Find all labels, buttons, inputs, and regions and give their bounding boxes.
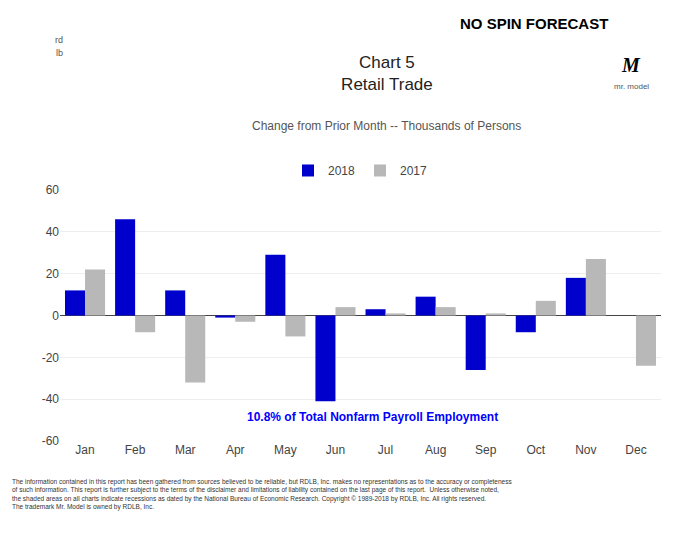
svg-text:May: May bbox=[274, 443, 297, 457]
svg-text:Dec: Dec bbox=[625, 443, 646, 457]
svg-text:Jul: Jul bbox=[378, 443, 393, 457]
svg-text:10.8% of Total Nonfarm Payroll: 10.8% of Total Nonfarm Payroll Employmen… bbox=[247, 410, 498, 424]
svg-text:Nov: Nov bbox=[575, 443, 596, 457]
svg-text:Oct: Oct bbox=[526, 443, 545, 457]
svg-text:Change from Prior Month -- Tho: Change from Prior Month -- Thousands of … bbox=[252, 119, 521, 133]
svg-text:Apr: Apr bbox=[226, 443, 245, 457]
svg-text:M: M bbox=[621, 54, 641, 76]
svg-text:-40: -40 bbox=[42, 392, 60, 406]
svg-text:mr. model: mr. model bbox=[614, 82, 649, 91]
svg-text:The information contained in t: The information contained in this report… bbox=[12, 478, 512, 511]
svg-text:lb: lb bbox=[56, 48, 63, 58]
svg-text:NO SPIN FORECAST: NO SPIN FORECAST bbox=[460, 15, 608, 32]
svg-text:2018: 2018 bbox=[328, 164, 355, 178]
svg-text:Jun: Jun bbox=[326, 443, 345, 457]
svg-text:20: 20 bbox=[46, 267, 60, 281]
svg-text:60: 60 bbox=[46, 183, 60, 197]
svg-text:Jan: Jan bbox=[75, 443, 94, 457]
svg-text:Aug: Aug bbox=[425, 443, 446, 457]
svg-text:2017: 2017 bbox=[400, 164, 427, 178]
svg-text:0: 0 bbox=[52, 309, 59, 323]
svg-text:Sep: Sep bbox=[475, 443, 497, 457]
svg-text:rd: rd bbox=[55, 35, 63, 45]
svg-text:Feb: Feb bbox=[125, 443, 146, 457]
svg-text:Mar: Mar bbox=[175, 443, 196, 457]
svg-text:-20: -20 bbox=[42, 351, 60, 365]
svg-text:-60: -60 bbox=[42, 434, 60, 448]
svg-text:40: 40 bbox=[46, 225, 60, 239]
svg-text:Chart 5Retail Trade: Chart 5Retail Trade bbox=[341, 53, 433, 94]
